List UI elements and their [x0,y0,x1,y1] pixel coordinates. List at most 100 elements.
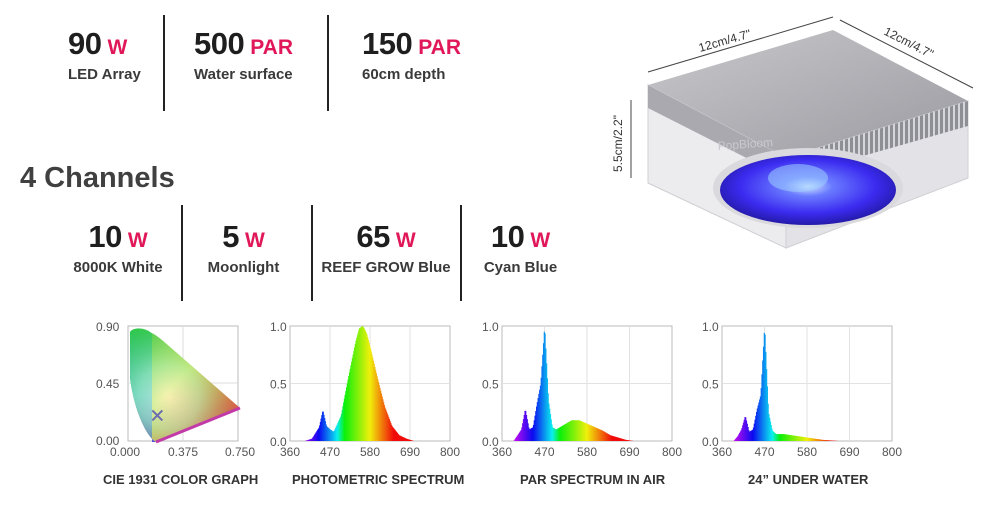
spectrum-band [362,326,364,441]
spectrum-band [384,407,386,441]
spectrum-band [566,422,569,441]
spectrum-band [615,436,617,441]
spectrum-band [552,427,554,441]
spectrum-band [536,406,538,441]
spectrum-band [566,423,568,441]
spectrum-band [585,423,587,441]
spectrum-band [830,440,832,441]
stat-unit: W [107,36,128,59]
spectrum-band [306,440,308,441]
spectrum-band [330,429,332,441]
spectrum-band [522,423,524,441]
spectrum-band [375,369,377,441]
spectrum-band [587,424,589,441]
spectrum-band [385,409,387,441]
spectrum-band [364,330,367,441]
spectrum-band [359,327,361,441]
spectrum-band [784,434,786,441]
spectrum-band [530,428,532,441]
spectrum-band [629,440,631,441]
tick-label: 0.0 [270,435,287,449]
spectrum-band [755,415,757,441]
channel-white: 10 W 8000K White [68,219,168,276]
spectrum-band [579,420,581,441]
spectrum-band [354,347,356,441]
tick-label: 580 [577,445,597,458]
spectrum-band [550,419,552,441]
spectrum-band [557,428,559,441]
tick-label: 0.000 [110,445,140,458]
spectrum-band [810,438,813,441]
spectrum-band [604,432,606,441]
svg-text:PopBloom: PopBloom [717,135,773,153]
spectrum-band [556,428,559,441]
spectrum-band [377,379,379,441]
tick-label: 0.00 [96,434,120,448]
spectrum-band [330,430,332,441]
tick-label: 580 [360,445,380,458]
spectrum-band [790,435,792,441]
spectrum-band [529,429,531,441]
spectrum-band [761,374,763,441]
spectrum-band [785,434,787,441]
spectrum-band [541,366,543,441]
spectrum-band [803,437,806,441]
channel-value: 10 [490,219,525,254]
spectrum-band [745,420,748,441]
spectrum-band [768,414,770,441]
spectrum-band [394,430,396,441]
spectrum-band [348,372,351,441]
spectrum-band [583,422,585,441]
tick-label: 360 [492,445,512,458]
spectrum-band [398,434,400,441]
spectrum-band [307,439,309,441]
channel-label: 8000K White [73,259,163,276]
spectrum-band [343,398,345,441]
spectrum-band [399,435,401,441]
spectrum-band [570,420,572,441]
spectrum-band [606,433,608,441]
spectrum-band [334,429,336,441]
spectrum-band [746,423,748,441]
spectrum-band [396,432,398,441]
spectrum-band [351,358,353,441]
spectrum-band [386,413,388,441]
spectrum-band [340,416,342,441]
spectrum-band [604,431,606,441]
spectrum-band [344,394,346,441]
spectrum-band [583,422,586,441]
spectrum-band [402,437,404,441]
spectrum-band [527,423,529,441]
spectrum-band [778,434,780,441]
spectrum-band [797,436,799,441]
spectrum-band [580,421,582,441]
spectrum-band [570,420,572,441]
spectrum-band [803,437,805,441]
spectrum-band [735,438,737,441]
spectrum-series [513,331,634,441]
cie-y-ticks: 0.90 0.45 0.00 [96,320,120,448]
spectrum-band [391,425,393,441]
spectrum-band [818,439,820,441]
spectrum-band [567,422,569,441]
spectrum-band [391,426,393,441]
spectrum-band [573,420,576,441]
spectrum-band [532,427,534,441]
spectrum-band [742,422,745,441]
spectrum-band [560,426,562,441]
spectrum-band [331,430,333,441]
spectrum-band [410,440,412,441]
spectrum-band [518,433,520,441]
spectrum-band [820,439,822,441]
spectrum-band [786,434,789,441]
spectrum-band [754,419,756,441]
tick-label: 0.5 [270,378,287,392]
spectrum-band [410,439,412,441]
spectrum-band [779,434,782,441]
divider [163,15,165,111]
spectrum-band [322,411,324,441]
spectrum-band [362,326,364,441]
spectrum-band [599,429,601,441]
spectrum-band [514,439,516,441]
